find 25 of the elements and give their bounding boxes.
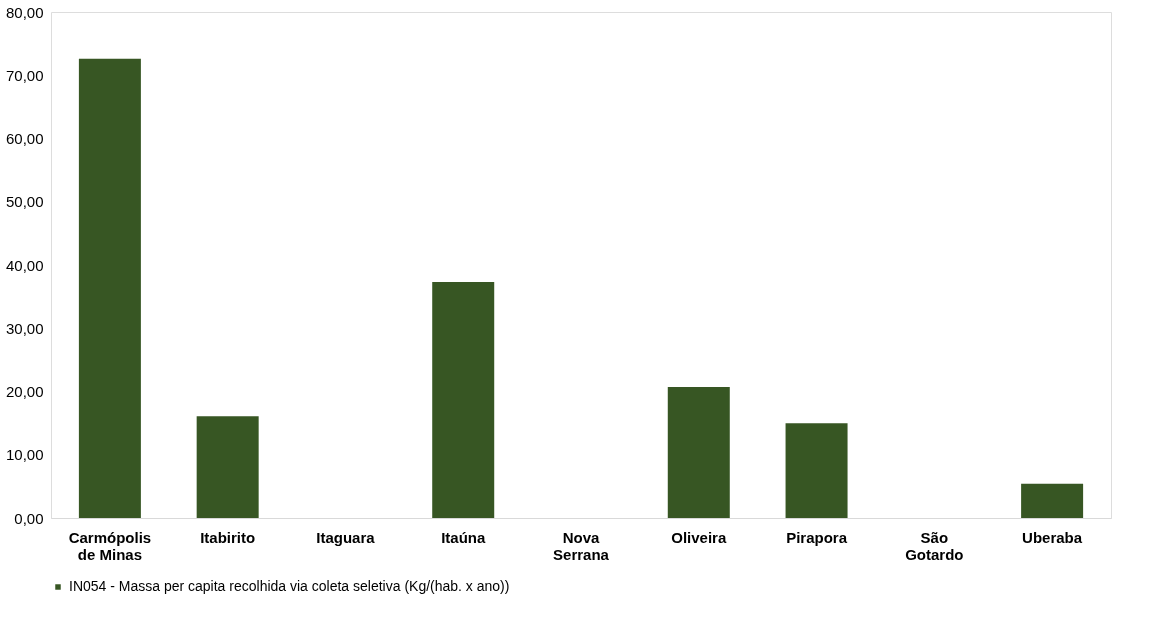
y-tick-label: 30,00 [5, 319, 44, 337]
y-tick-label: 50,00 [5, 193, 44, 211]
x-tick-label: Nova Serrana [553, 528, 610, 563]
y-tick-label: 60,00 [5, 130, 44, 147]
legend-label: IN054 - Massa per capita recolhida via coleta seletiva (Kg/(hab. x ano)) [69, 578, 510, 594]
bar [78, 58, 141, 518]
x-tick-label: Oliveira [671, 528, 727, 546]
bar [196, 416, 259, 518]
x-tick-label: São Gotardo [905, 528, 964, 563]
y-tick-label: 10,00 [5, 446, 44, 464]
bar [667, 387, 730, 518]
bar [1021, 483, 1084, 518]
y-tick-label: 0,00 [14, 509, 44, 527]
x-tick-label: Itabirito [200, 528, 256, 546]
bar [785, 423, 848, 518]
bar [432, 282, 495, 518]
y-tick-label: 70,00 [5, 66, 44, 84]
y-tick-label: 40,00 [5, 256, 44, 274]
x-tick-label: Carmópolis de Minas [68, 528, 152, 563]
x-tick-label: Uberaba [1022, 528, 1083, 546]
x-tick-label: Pirapora [786, 528, 848, 546]
x-tick-label: Itaúna [441, 528, 486, 546]
y-tick-label: 20,00 [5, 383, 44, 400]
y-tick-label: 80,00 [5, 3, 44, 21]
x-tick-label: Itaguara [316, 528, 376, 546]
